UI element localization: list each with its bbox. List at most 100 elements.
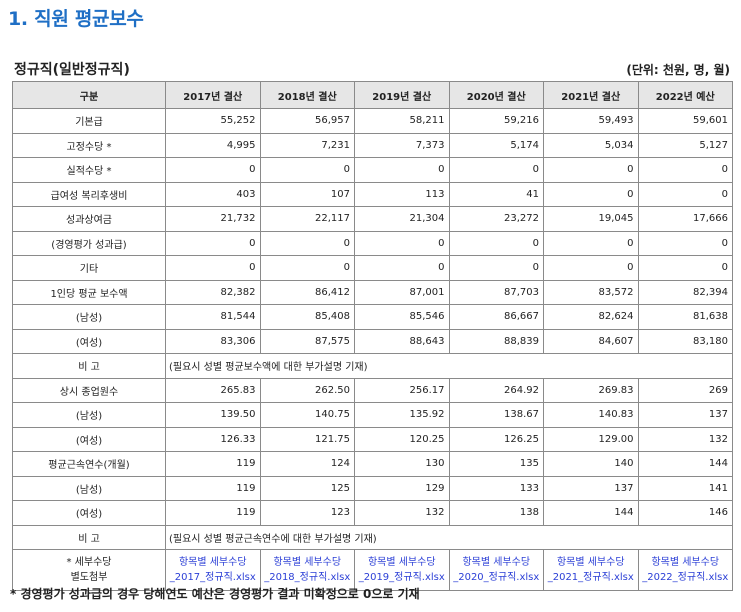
row-value: 140.75	[259, 402, 355, 428]
note-label: 비 고	[12, 353, 166, 379]
row-value: 58,211	[354, 108, 450, 134]
row-value: 269.83	[543, 377, 639, 403]
attachment-link-line1[interactable]: 항목별 세부수당	[273, 557, 342, 568]
attachment-link-line1[interactable]: 항목별 세부수당	[651, 557, 720, 568]
row-value: 83,306	[165, 328, 261, 354]
row-value: 82,382	[165, 279, 261, 305]
row-value: 256.17	[354, 377, 450, 403]
table-row: 고정수당 * 4,995 7,231 7,373 5,174 5,034 5,127	[12, 132, 733, 158]
table-row: (여성) 119 123 132 138 144 146	[12, 500, 733, 526]
attachment-row: * 세부수당 별도첨부 항목별 세부수당 _2017_정규직.xlsx 항목별 세부수당…	[12, 549, 733, 591]
attachment-file-link[interactable]: 항목별 세부수당 _2020_정규직.xlsx	[448, 549, 544, 591]
row-value: 82,624	[543, 304, 639, 330]
row-value: 7,231	[259, 132, 355, 158]
attachment-link-line1[interactable]: 항목별 세부수당	[178, 557, 247, 568]
attachment-file-link[interactable]: 항목별 세부수당 _2021_정규직.xlsx	[543, 549, 639, 591]
attachment-link-line1[interactable]: 항목별 세부수당	[556, 557, 625, 568]
table-row: (경영평가 성과급) 0 0 0 0 0 0	[12, 230, 733, 256]
header-2017: 2017년 결산	[165, 81, 261, 109]
attachment-file-link[interactable]: 항목별 세부수당 _2018_정규직.xlsx	[259, 549, 355, 591]
attachment-link-line2[interactable]: _2018_정규직.xlsx	[264, 572, 351, 583]
row-value: 88,643	[354, 328, 450, 354]
row-label: 기타	[12, 255, 166, 281]
row-value: 87,001	[354, 279, 450, 305]
row-value: 113	[354, 181, 450, 207]
row-label: (남성)	[12, 304, 166, 330]
row-label: (남성)	[12, 475, 166, 501]
row-label: (여성)	[12, 500, 166, 526]
row-value: 83,180	[637, 328, 733, 354]
row-value: 138	[448, 500, 544, 526]
row-value: 144	[543, 500, 639, 526]
row-value: 138.67	[448, 402, 544, 428]
attachment-link-line2[interactable]: _2019_정규직.xlsx	[358, 572, 445, 583]
attachment-label-line2: 별도첨부	[70, 572, 108, 583]
row-value: 56,957	[259, 108, 355, 134]
row-label: (경영평가 성과급)	[12, 230, 166, 256]
row-value: 41	[448, 181, 544, 207]
row-value: 119	[165, 500, 261, 526]
row-value: 17,666	[637, 206, 733, 232]
row-value: 86,667	[448, 304, 544, 330]
attachment-link-line1[interactable]: 항목별 세부수당	[462, 557, 531, 568]
row-value: 82,394	[637, 279, 733, 305]
table-row: 실적수당 * 0 0 0 0 0 0	[12, 157, 733, 183]
row-value: 22,117	[259, 206, 355, 232]
row-value: 87,575	[259, 328, 355, 354]
row-label: 급여성 복리후생비	[12, 181, 166, 207]
row-value: 126.25	[448, 426, 544, 452]
row-value: 19,045	[543, 206, 639, 232]
table-row: (여성) 83,306 87,575 88,643 88,839 84,607 83,180	[12, 328, 733, 354]
row-value: 135.92	[354, 402, 450, 428]
attachment-link-line1[interactable]: 항목별 세부수당	[367, 557, 436, 568]
attachment-link-line2[interactable]: _2022_정규직.xlsx	[642, 572, 729, 583]
row-value: 4,995	[165, 132, 261, 158]
row-value: 81,544	[165, 304, 261, 330]
attachment-link-line2[interactable]: _2021_정규직.xlsx	[547, 572, 634, 583]
row-label: (여성)	[12, 328, 166, 354]
table-row: (남성) 81,544 85,408 85,546 86,667 82,624 81,638	[12, 304, 733, 330]
row-label: 평균근속연수(개월)	[12, 451, 166, 477]
row-value: 0	[354, 255, 450, 281]
row-label: 고정수당 *	[12, 132, 166, 158]
row-value: 55,252	[165, 108, 261, 134]
attachment-link-line2[interactable]: _2017_정규직.xlsx	[169, 572, 256, 583]
row-value: 21,304	[354, 206, 450, 232]
row-value: 59,216	[448, 108, 544, 134]
row-value: 21,732	[165, 206, 261, 232]
header-2021: 2021년 결산	[543, 81, 639, 109]
attachment-link-line2[interactable]: _2020_정규직.xlsx	[453, 572, 540, 583]
attachment-file-link[interactable]: 항목별 세부수당 _2022_정규직.xlsx	[637, 549, 733, 591]
row-label: 1인당 평균 보수액	[12, 279, 166, 305]
row-value: 141	[637, 475, 733, 501]
row-value: 132	[354, 500, 450, 526]
row-value: 135	[448, 451, 544, 477]
row-value: 121.75	[259, 426, 355, 452]
row-value: 81,638	[637, 304, 733, 330]
attachment-file-link[interactable]: 항목별 세부수당 _2019_정규직.xlsx	[354, 549, 450, 591]
attachment-file-link[interactable]: 항목별 세부수당 _2017_정규직.xlsx	[165, 549, 261, 591]
table-row: 1인당 평균 보수액 82,382 86,412 87,001 87,703 83,572…	[12, 279, 733, 305]
unit-note: (단위: 천원, 명, 월)	[626, 63, 730, 77]
row-value: 0	[637, 255, 733, 281]
row-label: (남성)	[12, 402, 166, 428]
row-value: 5,127	[637, 132, 733, 158]
table-row: 평균근속연수(개월) 119 124 130 135 140 144	[12, 451, 733, 477]
footnote: * 경영평가 성과급의 경우 당해연도 예산은 경영평가 결과 미확정으로 0으…	[10, 587, 420, 601]
row-value: 124	[259, 451, 355, 477]
row-value: 129	[354, 475, 450, 501]
header-2019: 2019년 결산	[354, 81, 450, 109]
row-value: 23,272	[448, 206, 544, 232]
row-value: 264.92	[448, 377, 544, 403]
row-value: 129.00	[543, 426, 639, 452]
row-value: 0	[259, 255, 355, 281]
note-text: (필요시 성별 평균보수액에 대한 부가설명 기재)	[165, 353, 733, 379]
row-value: 132	[637, 426, 733, 452]
header-2018: 2018년 결산	[259, 81, 355, 109]
row-value: 146	[637, 500, 733, 526]
row-value: 0	[543, 230, 639, 256]
header-category: 구분	[12, 81, 166, 109]
attachment-label-line1: * 세부수당	[66, 557, 112, 568]
row-label: (여성)	[12, 426, 166, 452]
